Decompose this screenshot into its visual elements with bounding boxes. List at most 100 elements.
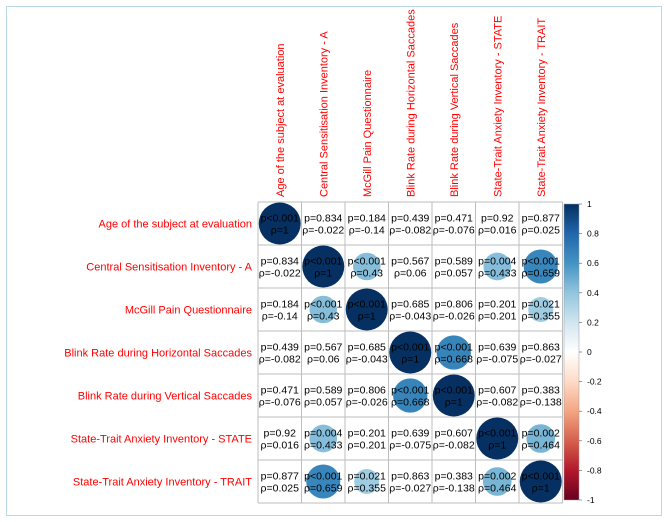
cell-p-value: p=0.439 [261, 342, 299, 354]
colorbar-tick-label: -0.6 [587, 436, 602, 446]
cell-rho-value: ρ=-0.076 [259, 397, 301, 409]
cell-rho-value: ρ=1 [271, 225, 289, 237]
cell-rho-value: ρ=-0.082 [433, 440, 475, 452]
cell-rho-value: ρ=0.659 [304, 483, 343, 495]
row-label: Blink Rate during Vertical Saccades [78, 391, 253, 403]
cell-p-value: p=0.002 [478, 471, 516, 483]
correlation-circle [389, 331, 432, 374]
cell-p-value: p=0.92 [481, 213, 514, 225]
cell-rho-value: ρ=0.464 [522, 440, 561, 452]
colorbar-tick-label: 0.2 [587, 317, 599, 327]
cell-p-value: p=0.92 [264, 428, 297, 440]
correlation-circle [476, 417, 519, 460]
column-label: State-Trait Anxiety Inventory - TRAIT [536, 18, 548, 197]
cell-rho-value: ρ=0.016 [261, 440, 300, 452]
cell-p-value: p=0.685 [348, 342, 386, 354]
cell-p-value: p<0.001 [348, 299, 386, 311]
cell-p-value: p=0.834 [304, 213, 342, 225]
cell-rho-value: ρ=0.668 [435, 354, 474, 366]
cell-rho-value: ρ=1 [358, 311, 376, 323]
cell-rho-value: ρ=-0.075 [389, 440, 431, 452]
column-label: McGill Pain Questionnaire [362, 70, 374, 197]
column-label: Blink Rate during Horizontal Saccades [405, 9, 417, 197]
cell-p-value: p=0.639 [478, 342, 516, 354]
colorbar-tick-label: 0.6 [587, 258, 599, 268]
colorbar-tick-label: 0 [587, 347, 592, 357]
cell-rho-value: ρ=0.43 [350, 268, 383, 280]
row-label: State-Trait Anxiety Inventory - STATE [71, 434, 252, 446]
cell-p-value: p=0.004 [478, 256, 516, 268]
cell-rho-value: ρ=-0.027 [389, 483, 431, 495]
cell-rho-value: ρ=-0.043 [346, 354, 388, 366]
cell-p-value: p<0.001 [304, 256, 342, 268]
cell-p-value: p<0.001 [435, 385, 473, 397]
cell-p-value: p=0.383 [522, 385, 560, 397]
cell-p-value: p=0.607 [478, 385, 516, 397]
colorbar-tick-label: -1 [587, 495, 595, 505]
row-label: State-Trait Anxiety Inventory - TRAIT [73, 477, 252, 489]
correlation-circle [309, 295, 338, 324]
cell-p-value: p=0.184 [348, 213, 386, 225]
cell-rho-value: ρ=0.06 [394, 268, 427, 280]
cell-rho-value: ρ=-0.022 [302, 225, 344, 237]
cell-p-value: p=0.021 [522, 299, 560, 311]
cell-p-value: p<0.001 [391, 342, 429, 354]
colorbar-tick-label: -0.2 [587, 377, 602, 387]
cell-p-value: p<0.001 [435, 342, 473, 354]
column-label: State-Trait Anxiety Inventory - STATE [492, 16, 504, 197]
cell-rho-value: ρ=0.025 [522, 225, 561, 237]
cell-p-value: p=0.877 [261, 471, 299, 483]
colorbar-tick-label: 0.8 [587, 229, 599, 239]
cell-p-value: p=0.184 [261, 299, 299, 311]
correlation-circle [436, 335, 471, 370]
cell-rho-value: ρ=-0.075 [476, 354, 518, 366]
correlation-circle [393, 378, 428, 413]
colorbar-tick-label: -0.4 [587, 406, 602, 416]
cell-p-value: p<0.001 [478, 428, 516, 440]
cell-rho-value: ρ=0.201 [478, 311, 517, 323]
cell-p-value: p=0.383 [435, 471, 473, 483]
cell-p-value: p=0.589 [304, 385, 342, 397]
cell-p-value: p=0.471 [261, 385, 299, 397]
cell-p-value: p=0.806 [435, 299, 473, 311]
cell-rho-value: ρ=1 [401, 354, 419, 366]
correlation-circle [302, 245, 345, 288]
cell-rho-value: ρ=0.057 [304, 397, 343, 409]
cell-rho-value: ρ=-0.026 [433, 311, 475, 323]
cell-rho-value: ρ=1 [314, 268, 332, 280]
row-label: Blink Rate during Horizontal Saccades [64, 348, 252, 360]
cell-p-value: p=0.021 [348, 471, 386, 483]
cell-p-value: p=0.806 [348, 385, 386, 397]
cell-rho-value: ρ=-0.026 [346, 397, 388, 409]
row-label: Age of the subject at evaluation [99, 219, 253, 231]
cell-p-value: p=0.002 [522, 428, 560, 440]
cell-p-value: p=0.863 [391, 471, 429, 483]
cell-rho-value: ρ=0.433 [478, 268, 517, 280]
cell-rho-value: ρ=-0.138 [520, 397, 562, 409]
cell-rho-value: ρ=0.06 [307, 354, 340, 366]
correlation-circle [523, 249, 558, 284]
cell-p-value: p=0.863 [522, 342, 560, 354]
cell-p-value: p<0.001 [304, 299, 342, 311]
cell-p-value: p=0.439 [391, 213, 429, 225]
cell-p-value: p=0.567 [304, 342, 342, 354]
row-label: McGill Pain Questionnaire [125, 305, 252, 317]
cell-rho-value: ρ=0.659 [522, 268, 561, 280]
correlation-circle [352, 252, 381, 281]
cell-rho-value: ρ=1 [488, 440, 506, 452]
correlation-circle [483, 252, 512, 281]
cell-rho-value: ρ=0.057 [435, 268, 474, 280]
cell-p-value: p=0.567 [391, 256, 429, 268]
cell-rho-value: ρ=0.355 [522, 311, 561, 323]
cell-p-value: p<0.001 [522, 256, 560, 268]
cell-rho-value: ρ=0.201 [348, 440, 387, 452]
cell-rho-value: ρ=0.668 [391, 397, 430, 409]
correlation-circle [526, 424, 556, 453]
cell-rho-value: ρ=-0.076 [433, 225, 475, 237]
cell-p-value: p=0.685 [391, 299, 429, 311]
cell-rho-value: ρ=0.025 [261, 483, 300, 495]
colorbar-tick-label: 0.4 [587, 288, 599, 298]
cell-p-value: p<0.001 [261, 213, 299, 225]
correlation-circle [354, 468, 380, 495]
cell-rho-value: ρ=0.464 [478, 483, 517, 495]
